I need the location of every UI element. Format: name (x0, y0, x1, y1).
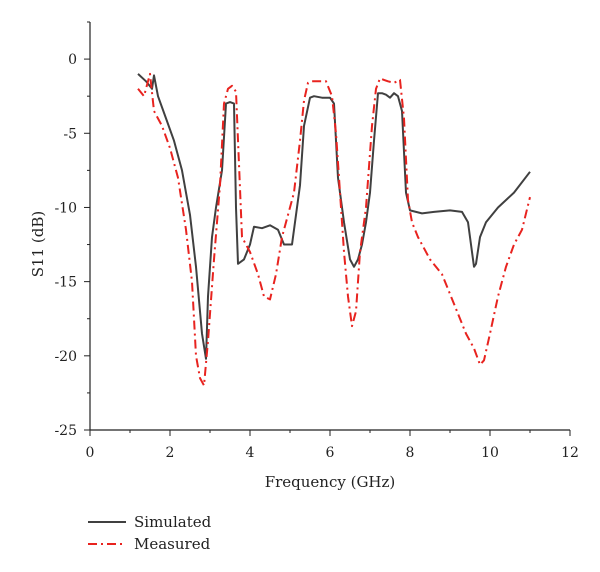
x-tick-label: 12 (561, 445, 579, 461)
y-axis-title: S11 (dB) (29, 211, 47, 277)
x-tick-label: 4 (246, 445, 255, 461)
y-tick-label: -25 (54, 423, 77, 439)
axis-ticks: 0 2 4 6 8 10 12 0 -5 -10 -15 -20 -25 (54, 21, 579, 461)
x-axis-title: Frequency (GHz) (265, 473, 396, 491)
x-tick-label: 0 (86, 445, 95, 461)
series-line-simulated (137, 73, 531, 360)
x-tick-label: 8 (406, 445, 415, 461)
legend-label-simulated: Simulated (134, 513, 212, 531)
x-tick-label: 6 (326, 445, 335, 461)
axes-frame (89, 22, 570, 431)
legend: Simulated Measured (88, 513, 212, 553)
series-line-measured (137, 72, 531, 387)
y-tick-label: -10 (54, 200, 77, 216)
y-tick-label: -15 (54, 275, 77, 291)
x-tick-label: 10 (481, 445, 499, 461)
plot-series (137, 72, 531, 387)
y-tick-label: 0 (68, 52, 77, 68)
legend-label-measured: Measured (134, 535, 211, 553)
y-tick-label: -20 (54, 349, 77, 365)
y-tick-label: -5 (63, 126, 77, 142)
x-tick-label: 2 (166, 445, 175, 461)
